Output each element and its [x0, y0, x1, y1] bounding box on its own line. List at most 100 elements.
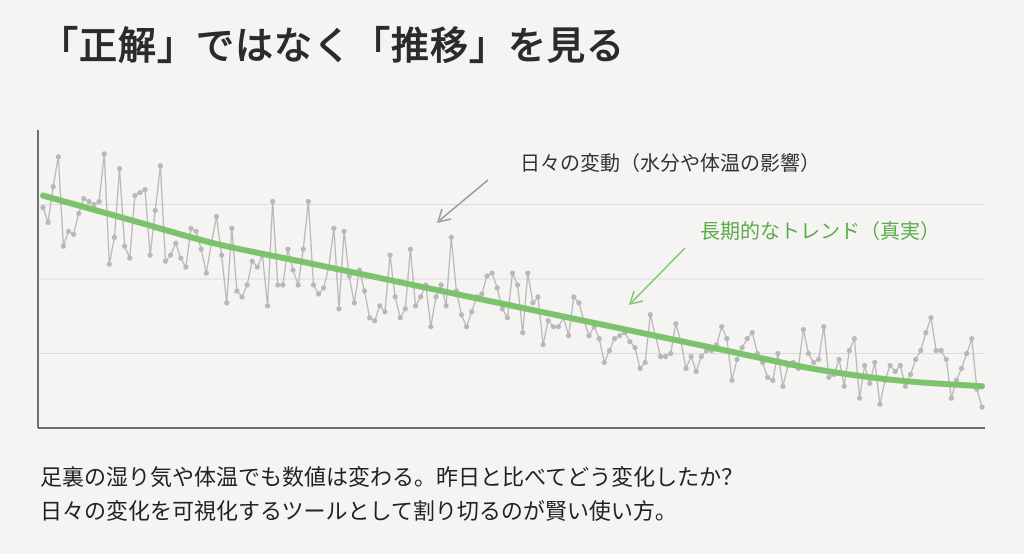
daily-point-112: [611, 336, 618, 342]
trend-series: [40, 192, 985, 390]
daily-point-128: [693, 368, 699, 374]
daily-point-180: [958, 365, 965, 371]
daily-point-118: [642, 359, 648, 366]
daily-point-167: [892, 368, 898, 374]
daily-point-134: [724, 336, 730, 342]
daily-point-4: [60, 243, 67, 249]
daily-point-49: [290, 267, 296, 273]
daily-point-109: [596, 336, 602, 342]
daily-point-51: [300, 246, 306, 252]
daily-point-29: [188, 225, 194, 231]
daily-point-8: [81, 195, 87, 202]
daily-point-36: [224, 300, 230, 306]
daily-point-93: [515, 282, 521, 288]
daily-point-22: [152, 207, 158, 214]
daily-point-0: [40, 204, 46, 211]
daily-point-13: [106, 261, 112, 267]
daily-point-84: [469, 309, 475, 315]
daily-point-73: [412, 303, 419, 309]
daily-point-133: [719, 324, 725, 330]
daily-point-138: [744, 336, 750, 342]
daily-point-42: [254, 264, 260, 270]
daily-point-77: [433, 294, 439, 300]
daily-point-28: [183, 264, 189, 270]
daily-point-34: [213, 213, 220, 220]
daily-point-55: [321, 285, 327, 291]
daily-point-154: [826, 374, 832, 380]
daily-point-86: [479, 291, 485, 297]
daily-point-98: [540, 341, 546, 348]
daily-point-31: [198, 246, 204, 252]
daily-point-45: [270, 198, 276, 205]
daily-point-97: [535, 294, 541, 300]
daily-point-16: [122, 243, 128, 249]
daily-point-52: [305, 198, 311, 205]
daily-point-12: [101, 151, 107, 157]
daily-point-157: [841, 383, 847, 389]
daily-point-164: [877, 401, 883, 407]
daily-point-116: [632, 344, 638, 351]
daily-point-26: [173, 240, 179, 246]
daily-point-35: [219, 252, 225, 258]
daily-point-174: [928, 315, 934, 321]
daily-point-158: [846, 347, 852, 354]
daily-point-24: [162, 258, 169, 264]
daily-point-40: [244, 282, 250, 288]
daily-point-153: [821, 324, 827, 330]
daily-point-101: [555, 324, 562, 330]
daily-point-27: [178, 255, 184, 261]
trend-series-line: [40, 192, 985, 390]
daily-point-107: [586, 333, 592, 339]
annotation-daily-arrowhead: [436, 208, 452, 224]
daily-point-66: [377, 303, 383, 309]
daily-point-7: [76, 210, 82, 217]
daily-point-59: [341, 228, 347, 234]
daily-point-127: [688, 353, 694, 360]
daily-point-184: [979, 404, 985, 410]
daily-point-105: [576, 300, 582, 306]
daily-point-89: [494, 285, 500, 291]
daily-point-76: [428, 324, 434, 330]
daily-point-65: [372, 318, 378, 324]
daily-point-96: [530, 300, 536, 306]
daily-point-172: [918, 347, 924, 354]
annotation-trend-arrow: [631, 247, 686, 303]
daily-point-166: [887, 362, 893, 369]
daily-point-15: [116, 166, 123, 172]
daily-point-46: [275, 282, 281, 288]
daily-point-161: [862, 362, 868, 369]
daily-point-150: [805, 350, 812, 357]
daily-point-122: [662, 353, 669, 360]
daily-point-104: [571, 294, 577, 300]
daily-point-63: [361, 288, 368, 294]
daily-point-48: [285, 246, 291, 252]
daily-point-119: [647, 312, 653, 318]
daily-point-30: [193, 228, 199, 234]
daily-point-17: [127, 255, 133, 261]
daily-point-64: [367, 315, 373, 321]
annotation-daily-label: 日々の変動（水分や体温の影響）: [520, 151, 820, 175]
daily-point-151: [810, 359, 817, 366]
daily-point-69: [392, 294, 398, 300]
daily-point-47: [280, 282, 286, 288]
daily-point-80: [448, 234, 454, 240]
daily-point-129: [698, 353, 704, 360]
daily-point-74: [418, 294, 424, 300]
daily-point-121: [657, 353, 664, 360]
daily-point-94: [520, 330, 526, 336]
daily-point-142: [765, 374, 771, 380]
daily-point-70: [397, 315, 403, 321]
daily-point-113: [617, 333, 623, 339]
daily-series-line: [42, 153, 983, 408]
daily-point-137: [739, 344, 745, 351]
daily-point-139: [749, 330, 755, 336]
daily-point-19: [137, 189, 143, 196]
daily-point-1: [45, 219, 51, 225]
daily-point-68: [387, 252, 393, 258]
daily-point-175: [933, 347, 939, 354]
daily-point-54: [315, 291, 322, 297]
daily-point-44: [264, 303, 271, 309]
annotation-trend-label: 長期的なトレンド（真実）: [700, 219, 940, 243]
daily-point-72: [407, 246, 414, 252]
